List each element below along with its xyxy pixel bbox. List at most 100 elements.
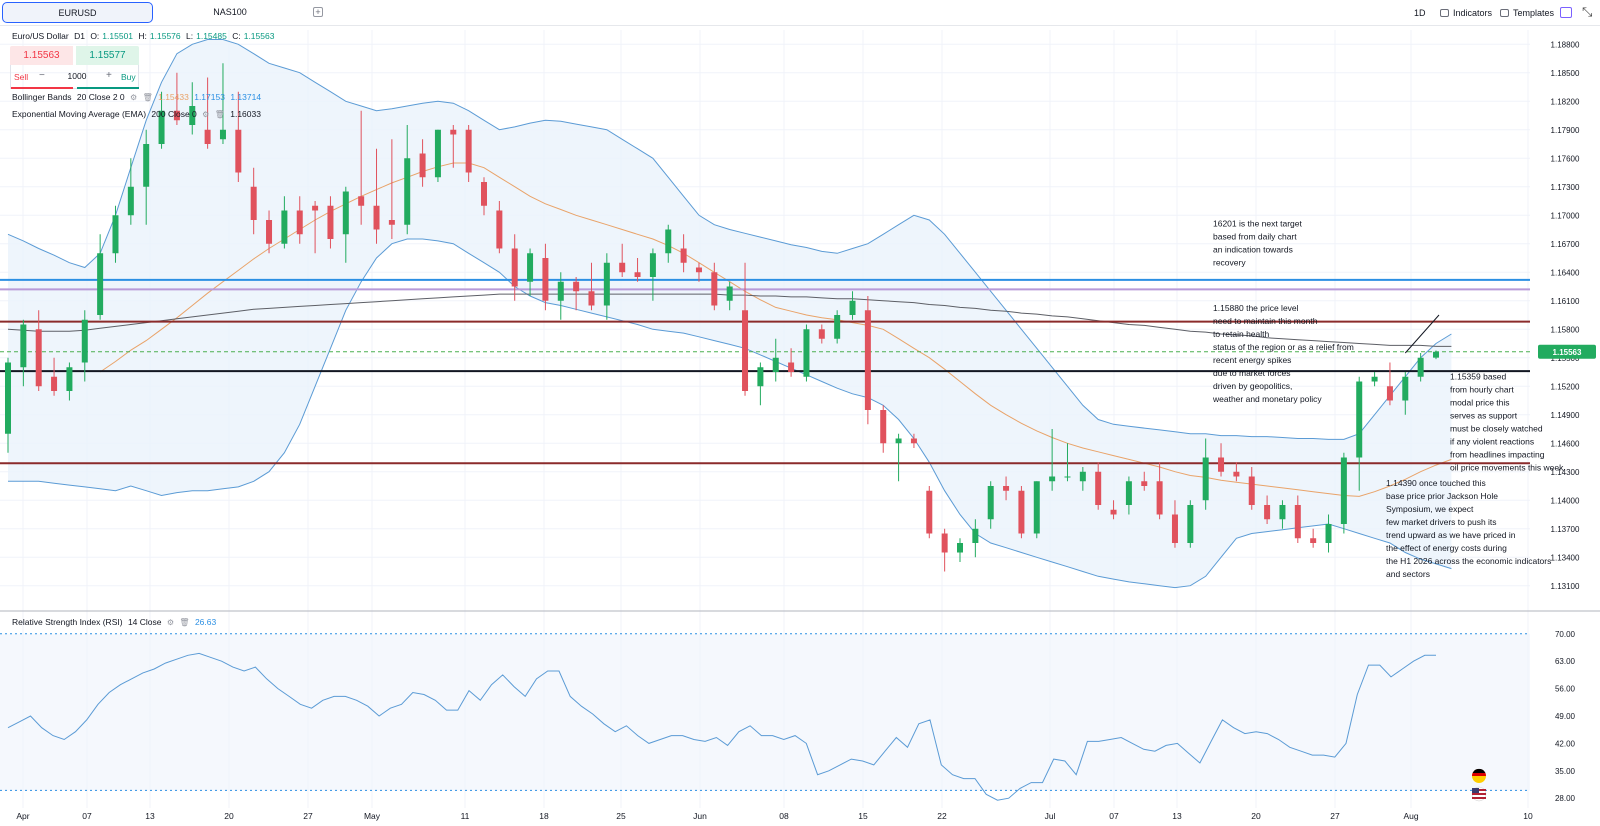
candle (327, 196, 334, 249)
annotation-line: from hourly chart (1450, 385, 1514, 395)
candle-body (711, 272, 718, 306)
delete-icon[interactable]: 🗑 (142, 93, 153, 102)
event-flags[interactable] (1471, 768, 1487, 802)
time-tick-label: Apr (16, 811, 29, 821)
candle (695, 262, 702, 282)
rsi-band-fill (0, 633, 1530, 791)
decrease-quantity-button[interactable]: − (39, 70, 45, 81)
sell-underline (11, 87, 73, 89)
time-tick-label: Jun (693, 811, 707, 821)
time-axis[interactable]: Apr 07 13 20 27 May 11 18 25 Jun 08 15 22 Jul 07 13 20 27… (16, 811, 1533, 821)
candle-body (1125, 481, 1132, 505)
candle-body (1264, 505, 1271, 520)
candle (5, 357, 11, 453)
candle (1033, 481, 1040, 539)
candle (772, 338, 779, 382)
candle-body (112, 215, 119, 254)
candle-body (588, 291, 595, 306)
annotations[interactable]: 16201 is the next target based from daily… (1212, 219, 1564, 579)
tab-eurusd[interactable]: EURUSD (2, 2, 153, 23)
rsi-legend[interactable]: Relative Strength Index (RSI) 14 Close ⚙… (12, 617, 219, 627)
layout-icon[interactable] (1560, 7, 1572, 18)
candle-body (1218, 457, 1225, 472)
annotation-text: 1.14390 once touched this base price prio… (1386, 478, 1551, 579)
price-tick-label: 1.14300 (1551, 468, 1580, 477)
candle-body (235, 129, 242, 173)
annotation-line: the H1 2026 across the economic indicato… (1386, 556, 1551, 566)
candle (941, 528, 948, 572)
germany-flag-icon[interactable] (1472, 768, 1486, 783)
candle-body (127, 186, 134, 216)
buy-underline (77, 87, 139, 89)
annotation-line: and sectors (1386, 569, 1430, 579)
candle-body (941, 533, 948, 553)
ema-value: 1.16033 (230, 109, 261, 119)
candle-body (1402, 376, 1409, 401)
settings-icon[interactable]: ⚙ (130, 93, 138, 102)
candle (1064, 443, 1071, 482)
candle (112, 205, 119, 263)
time-tick-label: 07 (82, 811, 92, 821)
timeframe-button[interactable]: 1D (1414, 8, 1426, 18)
usa-flag-icon[interactable] (1471, 786, 1487, 802)
buy-price-button[interactable]: 1.15577 (76, 46, 139, 65)
time-tick-label: 15 (858, 811, 868, 821)
candle (250, 167, 257, 235)
candle-body (957, 543, 963, 553)
bollinger-legend[interactable]: Bollinger Bands 20 Close 2 0 ⚙ 🗑 1.15433… (12, 92, 264, 102)
tab-nas100[interactable]: NAS100 (213, 7, 247, 17)
candle-body (1279, 505, 1286, 520)
candle-body (1095, 471, 1102, 505)
quantity-input[interactable] (57, 70, 97, 82)
horizontal-levels[interactable] (0, 278, 1530, 465)
candle-body (1433, 351, 1439, 358)
candle (450, 125, 457, 168)
candle (619, 243, 626, 277)
time-tick-label: 08 (779, 811, 789, 821)
candle-body (1294, 505, 1301, 539)
candle-body (619, 262, 626, 273)
trend-line[interactable] (1404, 314, 1440, 354)
candle-body (219, 129, 226, 140)
candle-body (910, 438, 917, 444)
delete-icon[interactable]: 🗑 (179, 618, 190, 627)
ema-name: Exponential Moving Average (EMA) (12, 109, 147, 119)
sell-price-button[interactable]: 1.15563 (10, 46, 73, 65)
trend-line-path (1404, 314, 1440, 354)
settings-icon[interactable]: ⚙ (166, 618, 175, 627)
rsi-axis[interactable]: 70.00 63.00 56.00 49.00 42.00 35.00 28.00 (1555, 630, 1576, 803)
buy-label[interactable]: Buy (121, 72, 136, 82)
last-price-label: 1.15563 (1553, 348, 1582, 357)
symbol-name[interactable]: Euro/US Dollar (12, 31, 69, 41)
ema-legend[interactable]: Exponential Moving Average (EMA) 200 Clo… (12, 109, 264, 119)
rsi-tick-label: 28.00 (1555, 794, 1576, 803)
candle-body (496, 210, 503, 249)
candle (312, 201, 319, 254)
candle (803, 324, 810, 382)
candle-body (358, 196, 365, 206)
annotation-line: to retain health (1213, 329, 1270, 339)
rsi-value: 26.63 (194, 617, 217, 627)
candle-body (1187, 505, 1194, 543)
indicators-button[interactable]: Indicators (1440, 6, 1492, 20)
templates-button[interactable]: Templates (1500, 6, 1554, 20)
candle-body (312, 205, 319, 211)
add-tab-button[interactable]: + (313, 7, 323, 17)
sell-label[interactable]: Sell (14, 72, 29, 82)
bb-lower-value: 1.13714 (230, 92, 262, 102)
fullscreen-icon[interactable]: ⤡ (1582, 4, 1593, 19)
candle (926, 486, 933, 539)
candle (481, 177, 487, 216)
candle (235, 91, 242, 182)
candle (189, 82, 196, 135)
price-axis[interactable]: 1.18800 1.18500 1.18200 1.17900 1.17600 1.173… (1538, 40, 1596, 591)
candle-body (680, 248, 687, 263)
candle-body (404, 158, 411, 225)
delete-icon[interactable]: 🗑 (214, 110, 225, 119)
candle-body (1325, 524, 1332, 543)
candle (1264, 495, 1271, 524)
settings-icon[interactable]: ⚙ (202, 110, 210, 119)
increase-quantity-button[interactable]: + (106, 70, 112, 81)
candle (35, 310, 42, 391)
